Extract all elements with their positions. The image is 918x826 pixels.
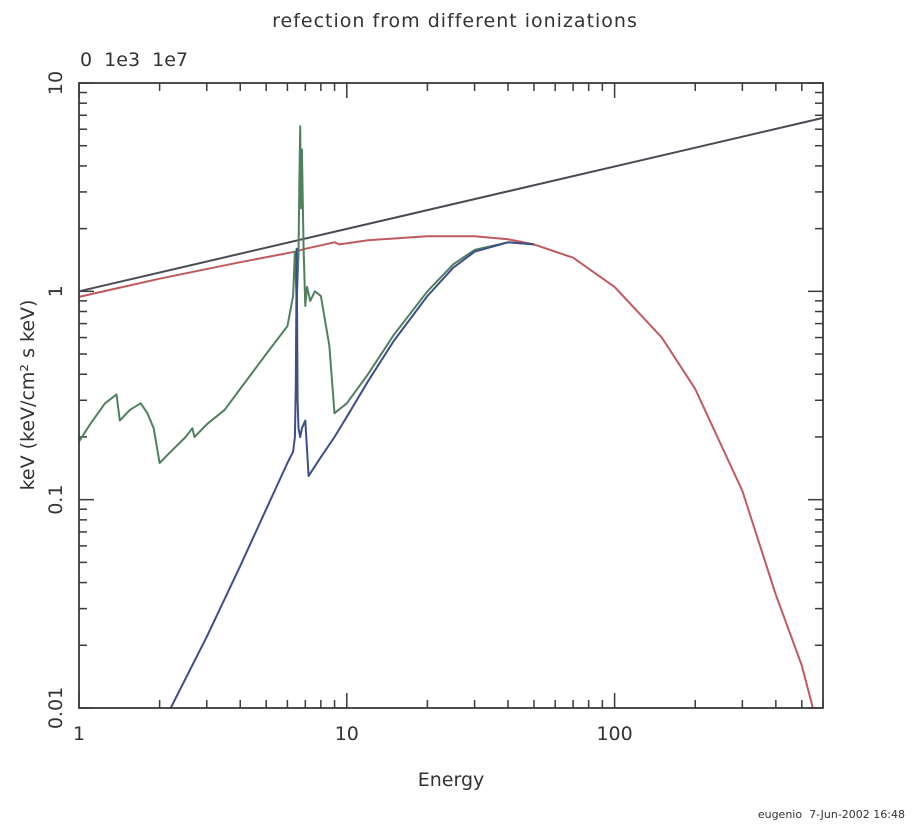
x-tick-label: 10 <box>335 723 359 745</box>
y-axis-label: keV (keV/cm² s keV) <box>17 300 39 491</box>
y-tick-label: 10 <box>45 71 67 95</box>
footer-credit: eugenio 7-Jun-2002 16:48 <box>758 808 905 821</box>
series-line-1 <box>78 116 824 293</box>
series-line-4 <box>169 241 535 709</box>
series-line-2 <box>78 235 814 709</box>
series-line-3 <box>78 125 535 464</box>
y-tick-label: 0.1 <box>45 485 67 515</box>
y-tick-label: 1 <box>45 285 67 297</box>
x-tick-label: 100 <box>596 723 632 745</box>
y-axis-ticks: 0.01 0.1 1 10 <box>45 71 823 729</box>
chart-subtitle: 0 1e3 1e7 <box>80 49 188 71</box>
x-tick-label: 1 <box>73 723 85 745</box>
data-series <box>78 116 824 709</box>
chart-title: refection from different ionizations <box>272 10 638 32</box>
y-tick-label: 0.01 <box>45 687 67 729</box>
plot-frame <box>78 82 824 709</box>
x-axis-label: Energy <box>418 769 485 791</box>
x-axis-ticks: 1 10 100 <box>73 83 824 745</box>
